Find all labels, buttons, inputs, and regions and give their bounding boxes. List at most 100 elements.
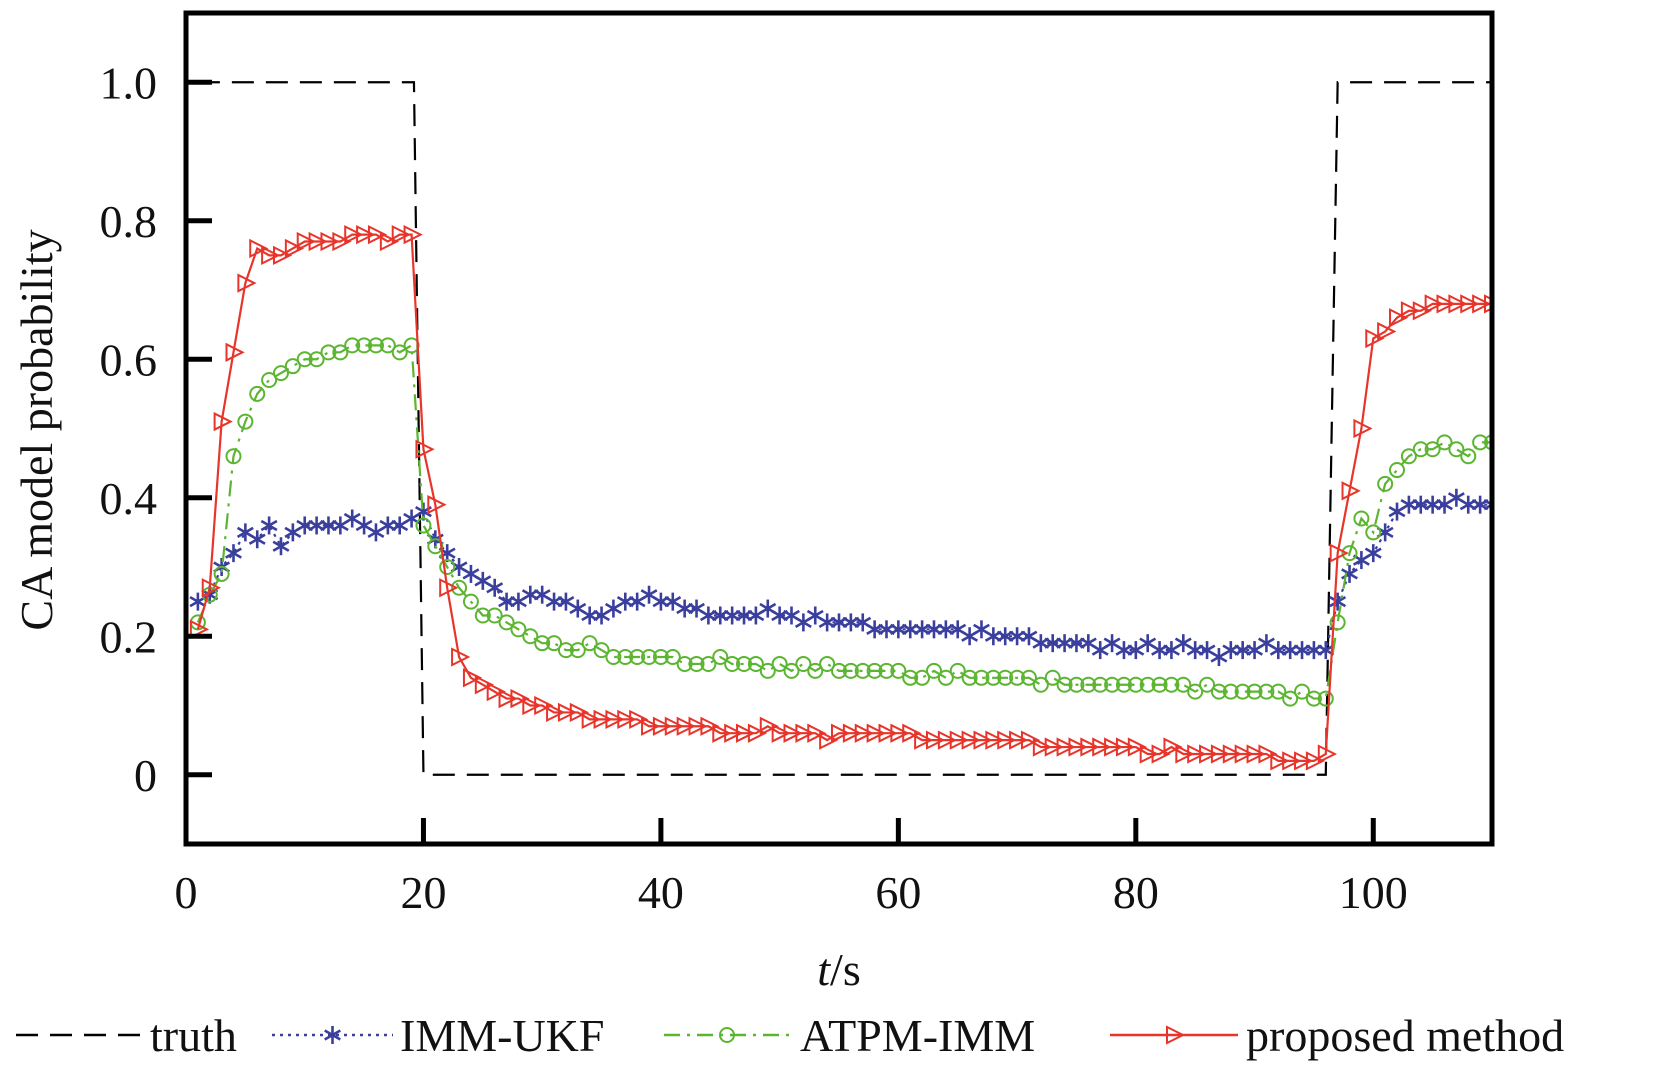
data-point <box>1377 475 1394 492</box>
data-point <box>985 730 1005 750</box>
data-point <box>747 655 764 672</box>
data-point <box>783 662 800 679</box>
y-tick-label: 0 <box>134 750 157 801</box>
data-point <box>652 649 669 666</box>
data-point <box>284 358 301 375</box>
data-point <box>914 730 934 750</box>
data-point <box>332 231 352 252</box>
data-point <box>189 619 210 639</box>
x-tick-label: 40 <box>638 867 684 918</box>
data-point <box>617 649 634 666</box>
data-point <box>284 238 305 259</box>
data-point <box>581 635 598 652</box>
data-point <box>1127 737 1148 757</box>
data-point <box>1234 683 1251 700</box>
data-point <box>356 337 373 354</box>
data-point <box>308 231 328 252</box>
data-point <box>272 365 289 382</box>
y-tick-labels: 0 0.2 0.4 0.6 0.8 1.0 <box>100 57 158 801</box>
data-point <box>1294 683 1311 700</box>
data-point <box>1032 676 1049 693</box>
data-point <box>937 669 954 686</box>
series-line-truth <box>197 81 1492 776</box>
data-point <box>391 224 411 245</box>
plot-frame <box>183 10 1495 847</box>
data-point <box>997 730 1017 750</box>
data-point <box>593 709 613 729</box>
data-point <box>771 723 791 743</box>
data-point <box>296 231 316 252</box>
data-point <box>391 344 408 361</box>
data-point <box>534 695 554 716</box>
data-point <box>973 730 993 750</box>
y-tick-label: 0.4 <box>100 473 158 524</box>
data-point <box>831 723 851 743</box>
legend-item-imm-ukf: IMM-UKF <box>272 1010 604 1061</box>
data-point <box>522 628 539 645</box>
data-point <box>652 716 673 736</box>
data-point <box>213 565 230 582</box>
data-point <box>225 448 242 465</box>
data-point <box>1483 495 1492 514</box>
data-point <box>1317 744 1338 764</box>
data-point <box>1365 328 1385 349</box>
data-point <box>1377 321 1397 342</box>
data-point <box>1199 744 1219 764</box>
data-point <box>546 635 563 652</box>
data-point <box>1104 737 1124 757</box>
data-point <box>1092 737 1112 757</box>
data-point <box>1460 448 1477 465</box>
data-point <box>688 655 705 672</box>
data-point <box>1222 744 1243 764</box>
data-point <box>1151 744 1171 764</box>
x-tick-label: 80 <box>1113 867 1159 918</box>
data-point <box>237 273 257 293</box>
data-point <box>1151 676 1168 693</box>
data-point <box>213 411 233 432</box>
data-point <box>688 716 708 736</box>
data-point <box>807 662 824 679</box>
data-point <box>367 337 384 354</box>
data-point <box>1068 737 1088 757</box>
data-point <box>320 344 337 361</box>
data-point <box>1080 737 1100 757</box>
x-tick-labels: 0 20 40 60 80 100 <box>175 867 1408 918</box>
data-point <box>569 702 590 723</box>
data-point <box>819 730 839 750</box>
data-point <box>320 231 340 252</box>
data-point <box>842 662 859 679</box>
data-point <box>249 238 269 259</box>
y-tick-label: 1.0 <box>100 57 158 108</box>
data-point <box>1222 683 1239 700</box>
data-point <box>474 675 495 695</box>
data-point <box>486 682 506 702</box>
data-point <box>237 413 254 430</box>
data-point <box>736 723 756 743</box>
data-point <box>1412 301 1432 321</box>
data-point <box>1044 669 1061 686</box>
data-point <box>225 544 242 563</box>
data-point <box>842 723 863 743</box>
data-point <box>949 662 966 679</box>
legend-label: IMM-UKF <box>400 1010 604 1061</box>
data-point <box>248 530 266 549</box>
data-point <box>427 495 447 515</box>
data-point <box>510 621 527 638</box>
data-point <box>985 669 1002 686</box>
data-point <box>1068 676 1085 693</box>
data-point <box>854 723 874 743</box>
data-point <box>1341 564 1358 583</box>
x-axis-label-italic: t <box>817 944 831 995</box>
data-point <box>1436 434 1453 451</box>
data-point <box>1389 462 1406 479</box>
data-point <box>510 688 530 709</box>
data-point <box>522 695 542 716</box>
data-point <box>724 655 741 672</box>
data-point <box>1020 669 1037 686</box>
data-point <box>676 655 693 672</box>
data-point <box>261 372 278 389</box>
data-point <box>344 337 361 354</box>
data-point <box>878 723 898 743</box>
series-proposed-method <box>189 224 1492 771</box>
